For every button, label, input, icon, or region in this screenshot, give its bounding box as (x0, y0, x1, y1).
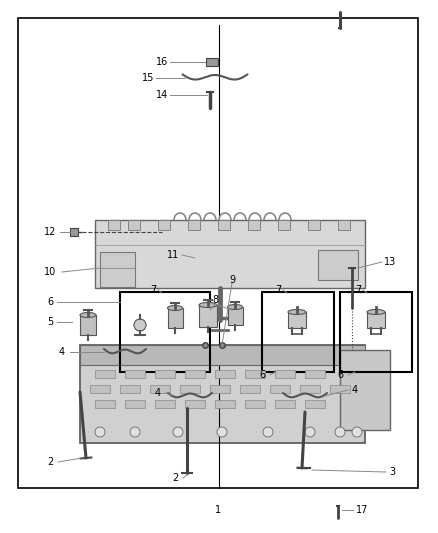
Bar (120, 292, 210, 372)
Text: 6: 6 (337, 370, 343, 380)
Text: 4: 4 (59, 347, 65, 357)
Text: 7: 7 (355, 285, 361, 295)
Bar (188, 220, 200, 230)
Bar (218, 220, 230, 230)
Text: 2: 2 (172, 473, 178, 483)
Bar (210, 385, 230, 393)
Bar (108, 220, 120, 230)
Bar (158, 220, 170, 230)
Bar (340, 292, 412, 372)
Text: 14: 14 (156, 90, 168, 100)
Text: 16: 16 (156, 57, 168, 67)
Bar (128, 220, 140, 230)
Circle shape (305, 427, 315, 437)
Circle shape (263, 427, 273, 437)
Bar (95, 400, 115, 408)
Bar (367, 312, 385, 328)
Ellipse shape (80, 312, 96, 318)
Text: 2: 2 (47, 457, 53, 467)
Circle shape (173, 427, 183, 437)
Bar (275, 370, 295, 378)
Bar (275, 400, 295, 408)
Bar (70, 228, 78, 236)
Circle shape (95, 427, 105, 437)
Bar (125, 400, 145, 408)
Bar (150, 385, 170, 393)
Bar (80, 345, 365, 365)
Text: 15: 15 (142, 73, 154, 83)
Bar (185, 400, 205, 408)
Text: 7: 7 (275, 285, 281, 295)
Bar (206, 58, 218, 66)
Bar (95, 370, 115, 378)
Bar (305, 370, 325, 378)
Text: 9: 9 (229, 275, 235, 285)
Bar (245, 370, 265, 378)
Text: 3: 3 (389, 467, 395, 477)
Text: 10: 10 (44, 267, 56, 277)
Bar (240, 385, 260, 393)
Circle shape (335, 427, 345, 437)
Bar (318, 250, 358, 280)
Bar (90, 385, 110, 393)
Bar (18, 18, 418, 488)
Text: 6: 6 (259, 370, 265, 380)
Bar (270, 385, 290, 393)
Bar (248, 220, 260, 230)
Text: 17: 17 (356, 505, 368, 515)
Bar (338, 220, 350, 230)
Circle shape (217, 427, 227, 437)
Bar (305, 400, 325, 408)
Bar (330, 385, 350, 393)
Text: 4: 4 (352, 385, 358, 395)
Bar (278, 220, 290, 230)
Bar (340, 350, 390, 430)
Text: 8: 8 (212, 295, 218, 305)
Bar (308, 220, 320, 230)
Bar (215, 400, 235, 408)
Bar (300, 385, 320, 393)
Circle shape (352, 427, 362, 437)
Ellipse shape (167, 305, 183, 311)
Bar (199, 305, 217, 327)
Bar (245, 400, 265, 408)
Circle shape (134, 319, 146, 331)
Bar (95, 220, 365, 288)
Bar (155, 400, 175, 408)
Ellipse shape (199, 303, 217, 308)
Bar (262, 292, 334, 372)
Bar (288, 312, 306, 328)
Ellipse shape (288, 310, 306, 314)
Bar (100, 252, 135, 287)
Text: 4: 4 (155, 388, 161, 398)
Circle shape (130, 427, 140, 437)
Bar (180, 385, 200, 393)
Ellipse shape (367, 310, 385, 314)
Text: 12: 12 (44, 227, 56, 237)
Bar (227, 307, 243, 325)
Bar (125, 370, 145, 378)
Bar (80, 315, 96, 335)
Ellipse shape (227, 304, 243, 310)
Text: 1: 1 (215, 505, 221, 515)
Bar (155, 370, 175, 378)
Bar (185, 370, 205, 378)
Text: 11: 11 (167, 250, 179, 260)
Bar (120, 385, 140, 393)
Bar (215, 370, 235, 378)
Text: 13: 13 (384, 257, 396, 267)
Text: 6: 6 (47, 297, 53, 307)
Text: 5: 5 (47, 317, 53, 327)
Bar (167, 308, 183, 328)
Text: 7: 7 (150, 285, 156, 295)
Bar (80, 345, 365, 443)
